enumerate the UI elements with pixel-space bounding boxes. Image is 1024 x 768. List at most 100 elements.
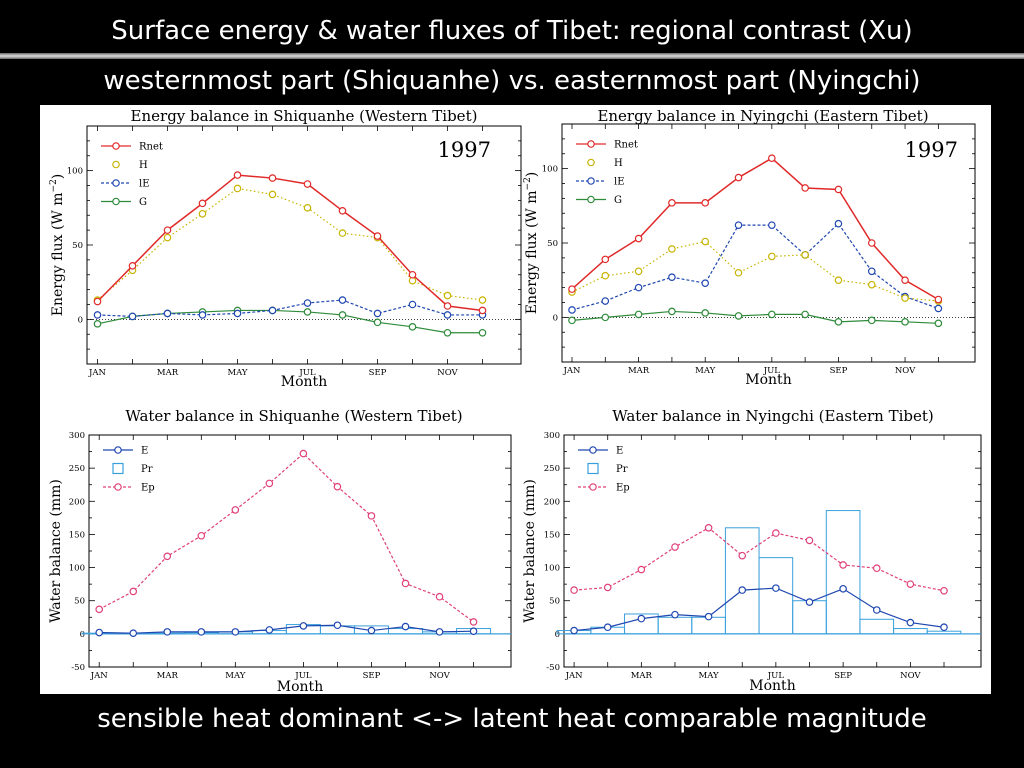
data-point bbox=[568, 316, 576, 325]
data-point bbox=[303, 180, 312, 188]
y-tick-label: 100 bbox=[67, 167, 83, 177]
data-point bbox=[568, 306, 576, 314]
data-point bbox=[801, 310, 809, 319]
series-line bbox=[99, 624, 474, 634]
data-point bbox=[734, 221, 743, 229]
x-tick-label: MAR bbox=[157, 671, 179, 681]
data-point bbox=[671, 610, 679, 619]
x-tick-label: MAY bbox=[695, 366, 715, 376]
legend-label: E bbox=[616, 446, 623, 457]
panel-title: Water balance in Shiquanhe (Western Tibe… bbox=[125, 407, 462, 425]
data-point bbox=[233, 184, 242, 193]
data-point bbox=[233, 309, 242, 318]
data-point bbox=[867, 280, 876, 289]
bar bbox=[825, 510, 861, 635]
data-point bbox=[129, 587, 138, 596]
data-point bbox=[734, 312, 743, 320]
data-point bbox=[901, 318, 909, 326]
y-tick-label: 0 bbox=[553, 313, 558, 323]
series-line bbox=[571, 310, 939, 324]
x-tick-label: MAY bbox=[699, 671, 719, 681]
x-tick-label: NOV bbox=[437, 368, 458, 378]
data-point bbox=[435, 628, 444, 636]
data-point bbox=[637, 614, 646, 623]
data-point bbox=[701, 279, 710, 287]
data-point bbox=[768, 154, 776, 163]
data-point bbox=[668, 245, 676, 253]
data-point bbox=[570, 586, 578, 594]
data-point bbox=[768, 310, 776, 319]
y-tick-label: 0 bbox=[80, 630, 85, 640]
panel-title: Energy balance in Nyingchi (Eastern Tibe… bbox=[597, 107, 928, 125]
panel-title: Water balance in Nyingchi (Eastern Tibet… bbox=[612, 407, 934, 425]
data-point bbox=[443, 291, 452, 300]
data-point bbox=[738, 586, 747, 594]
data-point bbox=[231, 506, 240, 514]
data-point bbox=[198, 209, 207, 218]
data-point bbox=[443, 302, 452, 310]
bar bbox=[724, 527, 760, 635]
data-point bbox=[333, 482, 342, 491]
legend-label: Rnet bbox=[614, 140, 638, 151]
legend-label: H bbox=[139, 160, 148, 171]
data-point bbox=[701, 309, 710, 317]
data-point bbox=[867, 267, 876, 276]
data-point bbox=[197, 531, 206, 540]
x-axis-label: Month bbox=[749, 678, 795, 694]
figure-panel: JAN MAR MAY JUL SEP NOV 0 50 100 Energy balance i… bbox=[40, 105, 991, 694]
series-Ep bbox=[570, 523, 948, 595]
y-tick-label: -50 bbox=[546, 663, 560, 673]
y-axis-label: Energy flux (W m−2) bbox=[523, 172, 540, 315]
data-point bbox=[839, 584, 847, 593]
data-point bbox=[268, 174, 277, 182]
x-tick-label: MAY bbox=[225, 671, 245, 681]
x-tick-label: JAN bbox=[565, 671, 584, 681]
y-tick-label: 0 bbox=[555, 630, 560, 640]
data-point bbox=[299, 622, 308, 630]
data-point bbox=[373, 318, 382, 327]
x-tick-label: NOV bbox=[900, 671, 921, 681]
series-line bbox=[571, 157, 939, 301]
data-point bbox=[768, 221, 776, 229]
x-tick-label: JUL bbox=[294, 671, 312, 681]
y-tick-label: 100 bbox=[542, 165, 558, 175]
title-divider bbox=[0, 53, 1024, 59]
bar bbox=[657, 616, 693, 635]
data-point bbox=[768, 252, 776, 261]
data-point bbox=[128, 262, 137, 270]
data-point bbox=[734, 173, 743, 182]
legend: E Pr Ep bbox=[103, 446, 155, 494]
data-point bbox=[303, 299, 312, 307]
data-point bbox=[940, 623, 948, 632]
series-line bbox=[97, 187, 483, 301]
x-axis-label: Month bbox=[277, 679, 323, 694]
legend-label: Pr bbox=[141, 464, 153, 475]
data-point bbox=[570, 626, 578, 635]
y-axis-label: Water balance (mm) bbox=[522, 479, 538, 623]
legend-label: Pr bbox=[616, 464, 628, 475]
data-point bbox=[469, 618, 478, 626]
legend-label: H bbox=[614, 158, 623, 169]
data-point bbox=[478, 296, 487, 304]
legend-marker bbox=[112, 179, 120, 187]
data-point bbox=[901, 294, 909, 302]
legend-marker bbox=[587, 140, 595, 148]
data-point bbox=[934, 319, 943, 328]
legend-bar-marker bbox=[587, 462, 599, 475]
data-point bbox=[671, 543, 679, 551]
y-axis-label: Water balance (mm) bbox=[48, 479, 64, 623]
y-tick-label: 100 bbox=[69, 564, 85, 574]
y-tick-label: 50 bbox=[549, 597, 560, 607]
data-point bbox=[303, 204, 312, 212]
data-point bbox=[668, 199, 676, 207]
data-point bbox=[198, 311, 207, 319]
legend-marker bbox=[589, 483, 597, 491]
x-axis-label: Month bbox=[281, 374, 327, 390]
series-line bbox=[96, 174, 483, 312]
data-point bbox=[408, 300, 417, 309]
legend-marker bbox=[112, 197, 120, 206]
data-point bbox=[163, 309, 172, 318]
series-E bbox=[95, 621, 478, 637]
data-point bbox=[408, 270, 417, 279]
series-line bbox=[574, 527, 945, 592]
